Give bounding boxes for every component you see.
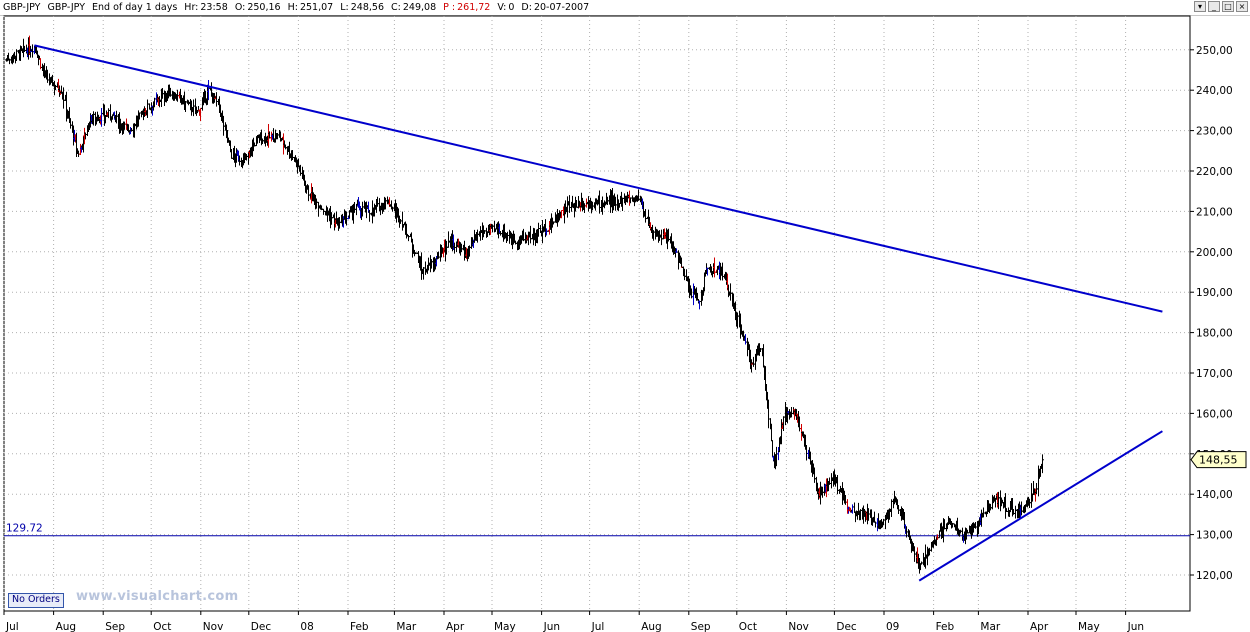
x-tick-label: 08: [300, 621, 313, 632]
y-tick-label: 250,00: [1196, 45, 1233, 57]
last-price-tag: [1190, 451, 1247, 469]
y-tick-label: 180,00: [1196, 328, 1233, 340]
y-tick-label: 120,00: [1196, 570, 1233, 582]
x-tick-label: Jul: [591, 621, 605, 632]
y-tick-label: 160,00: [1196, 408, 1233, 420]
x-tick-label: Aug: [641, 621, 662, 632]
ohlc-bars: [5, 35, 1044, 574]
close-button[interactable]: ×: [1236, 1, 1248, 12]
y-tick-label: 170,00: [1196, 368, 1233, 380]
p-caption: P :: [443, 2, 456, 13]
x-tick-label: Aug: [56, 621, 77, 632]
minimize-button[interactable]: _: [1208, 1, 1220, 12]
date-caption: D:: [521, 2, 532, 13]
x-tick-label: Jun: [543, 621, 560, 632]
dropdown-button[interactable]: ▾: [1194, 1, 1206, 12]
last-price-label: 148,55: [1199, 454, 1238, 467]
open-caption: O:: [234, 2, 246, 13]
volume-value: 0: [508, 2, 515, 13]
trendline-support[interactable]: [918, 430, 1163, 582]
x-tick-label: Mar: [396, 621, 416, 632]
low-value: 248,56: [350, 2, 384, 13]
x-tick-label: Feb: [936, 621, 955, 632]
open-value: 250,16: [247, 2, 281, 13]
window-buttons: ▾ _ □ ×: [1194, 1, 1248, 12]
y-tick-label: 210,00: [1196, 206, 1233, 218]
x-tick-label: Sep: [691, 621, 711, 632]
plot-area: [3, 15, 1191, 612]
y-tick-label: 240,00: [1196, 85, 1233, 97]
no-orders-button[interactable]: No Orders: [8, 593, 64, 608]
date-value: 20-07-2007: [533, 2, 590, 13]
x-tick-label: Oct: [739, 621, 757, 632]
hour-value: 23:58: [200, 2, 228, 13]
trendline-resistance[interactable]: [34, 44, 1163, 313]
symbol-label: GBP-JPY: [3, 2, 41, 13]
high-value: 251,07: [299, 2, 334, 13]
x-tick-label: Oct: [153, 621, 171, 632]
symbol-name-label: GBP-JPY: [47, 2, 85, 13]
x-tick-label: Sep: [105, 621, 125, 632]
y-tick-label: 220,00: [1196, 166, 1233, 178]
x-tick-label: Nov: [203, 621, 224, 632]
close-value: 249,08: [402, 2, 437, 13]
low-caption: L:: [340, 2, 349, 13]
x-tick-label: May: [1078, 621, 1100, 632]
volume-caption: V:: [497, 2, 507, 13]
x-tick-label: Nov: [788, 621, 809, 632]
y-tick-label: 140,00: [1196, 489, 1233, 501]
x-tick-label: Feb: [350, 621, 369, 632]
x-tick-label: Apr: [446, 621, 465, 632]
x-tick-label: Mar: [980, 621, 1000, 632]
x-tick-label: Jun: [1127, 621, 1144, 632]
x-tick-label: Dec: [836, 621, 857, 632]
watermark-text: www.visualchart.com: [76, 589, 239, 604]
y-tick-label: 230,00: [1196, 126, 1233, 138]
price-level-label: 129.72: [6, 523, 43, 535]
x-tick-label: 09: [886, 621, 899, 632]
x-tick-label: Jul: [5, 621, 19, 632]
p-value: 261,72: [457, 2, 491, 13]
hour-caption: Hr:: [184, 2, 199, 13]
high-caption: H:: [287, 2, 298, 13]
x-tick-label: Dec: [251, 621, 272, 632]
y-tick-label: 130,00: [1196, 530, 1233, 542]
chart-title-bar: GBP-JPY GBP-JPY End of day 1 days Hr: 23:…: [0, 0, 1250, 16]
close-caption: C:: [391, 2, 401, 13]
period-label: End of day 1 days: [92, 2, 178, 13]
y-tick-label: 200,00: [1196, 247, 1233, 259]
y-tick-label: 190,00: [1196, 287, 1233, 299]
maximize-button[interactable]: □: [1222, 1, 1234, 12]
x-tick-label: May: [494, 621, 516, 632]
x-tick-label: Apr: [1030, 621, 1049, 632]
